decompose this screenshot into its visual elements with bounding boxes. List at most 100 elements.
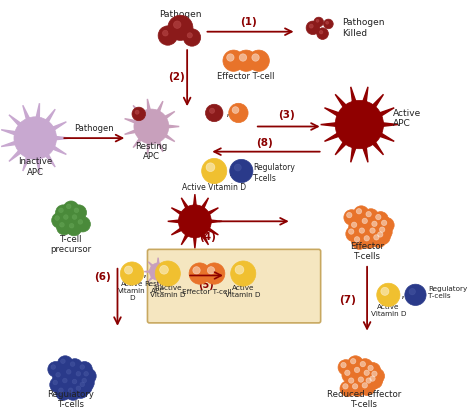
Text: (2): (2) — [168, 72, 185, 82]
Circle shape — [77, 379, 92, 395]
Circle shape — [348, 229, 354, 234]
Text: Inactive
Vitamin D: Inactive Vitamin D — [150, 286, 185, 298]
Text: Pathogen: Pathogen — [159, 10, 201, 19]
Circle shape — [69, 223, 74, 228]
Circle shape — [120, 262, 144, 285]
Circle shape — [350, 359, 356, 364]
Text: Pathogen: Pathogen — [74, 124, 114, 133]
Circle shape — [306, 21, 319, 34]
Circle shape — [80, 365, 84, 369]
Circle shape — [207, 266, 215, 274]
Circle shape — [66, 369, 71, 374]
Circle shape — [132, 107, 146, 121]
Circle shape — [55, 216, 59, 220]
Text: Effector T-cell: Effector T-cell — [182, 289, 231, 295]
Circle shape — [357, 359, 373, 374]
Circle shape — [204, 263, 225, 284]
Circle shape — [319, 30, 323, 34]
Polygon shape — [32, 109, 55, 140]
Polygon shape — [172, 219, 196, 235]
Circle shape — [74, 208, 79, 212]
Polygon shape — [192, 220, 209, 245]
Circle shape — [64, 366, 79, 382]
Circle shape — [189, 263, 210, 284]
Circle shape — [372, 221, 377, 227]
Text: (8): (8) — [256, 138, 273, 148]
Circle shape — [230, 159, 253, 183]
Text: Active
Vitamin D: Active Vitamin D — [371, 304, 406, 317]
Circle shape — [69, 376, 84, 392]
Circle shape — [78, 220, 82, 224]
Circle shape — [193, 266, 200, 274]
Circle shape — [314, 17, 324, 27]
Circle shape — [362, 218, 367, 224]
Circle shape — [61, 359, 65, 364]
Polygon shape — [148, 271, 159, 281]
Polygon shape — [357, 121, 394, 142]
Circle shape — [354, 237, 360, 242]
Circle shape — [52, 212, 67, 228]
Text: (7): (7) — [339, 295, 356, 305]
Polygon shape — [31, 138, 39, 173]
Circle shape — [53, 380, 57, 385]
Circle shape — [354, 206, 369, 221]
Circle shape — [66, 220, 82, 236]
Circle shape — [72, 379, 77, 384]
Text: (3): (3) — [278, 110, 295, 120]
Circle shape — [364, 370, 369, 376]
Text: ,: , — [143, 267, 146, 280]
Circle shape — [363, 209, 379, 224]
Circle shape — [356, 209, 362, 214]
Circle shape — [75, 217, 91, 232]
Text: ,: , — [226, 107, 230, 120]
Polygon shape — [357, 108, 394, 129]
Circle shape — [369, 369, 384, 384]
Polygon shape — [151, 123, 179, 129]
Polygon shape — [133, 105, 154, 129]
Polygon shape — [359, 120, 398, 129]
Circle shape — [68, 388, 73, 393]
Circle shape — [60, 212, 76, 227]
Circle shape — [14, 117, 56, 159]
Circle shape — [57, 356, 73, 371]
Circle shape — [73, 383, 89, 398]
Circle shape — [348, 356, 363, 371]
Circle shape — [375, 229, 390, 244]
Circle shape — [65, 385, 81, 400]
Text: Active
APC: Active APC — [393, 109, 421, 129]
Circle shape — [231, 261, 256, 286]
Polygon shape — [182, 198, 198, 223]
Circle shape — [371, 232, 386, 247]
Circle shape — [317, 28, 328, 39]
Circle shape — [377, 283, 400, 306]
Circle shape — [81, 369, 96, 384]
Circle shape — [338, 360, 354, 375]
Circle shape — [84, 371, 89, 376]
Polygon shape — [355, 124, 368, 162]
Polygon shape — [351, 124, 364, 162]
Circle shape — [405, 284, 426, 305]
Circle shape — [375, 214, 381, 220]
Circle shape — [356, 225, 372, 241]
Circle shape — [53, 369, 68, 385]
Polygon shape — [148, 101, 163, 128]
Circle shape — [346, 226, 361, 242]
Text: Active
Vitamin
D: Active Vitamin D — [118, 281, 146, 301]
Text: Regulatory
T-cells: Regulatory T-cells — [428, 286, 467, 299]
Circle shape — [381, 287, 389, 295]
Polygon shape — [23, 137, 39, 171]
Circle shape — [59, 375, 75, 391]
Circle shape — [359, 215, 375, 231]
Polygon shape — [325, 108, 361, 129]
Polygon shape — [156, 271, 160, 286]
Polygon shape — [158, 270, 172, 273]
Polygon shape — [355, 87, 368, 125]
Circle shape — [232, 107, 239, 113]
Circle shape — [324, 19, 333, 29]
Polygon shape — [157, 271, 168, 281]
Polygon shape — [1, 134, 36, 146]
Circle shape — [343, 383, 348, 389]
Polygon shape — [195, 218, 222, 224]
Circle shape — [377, 224, 392, 240]
Polygon shape — [32, 136, 55, 167]
